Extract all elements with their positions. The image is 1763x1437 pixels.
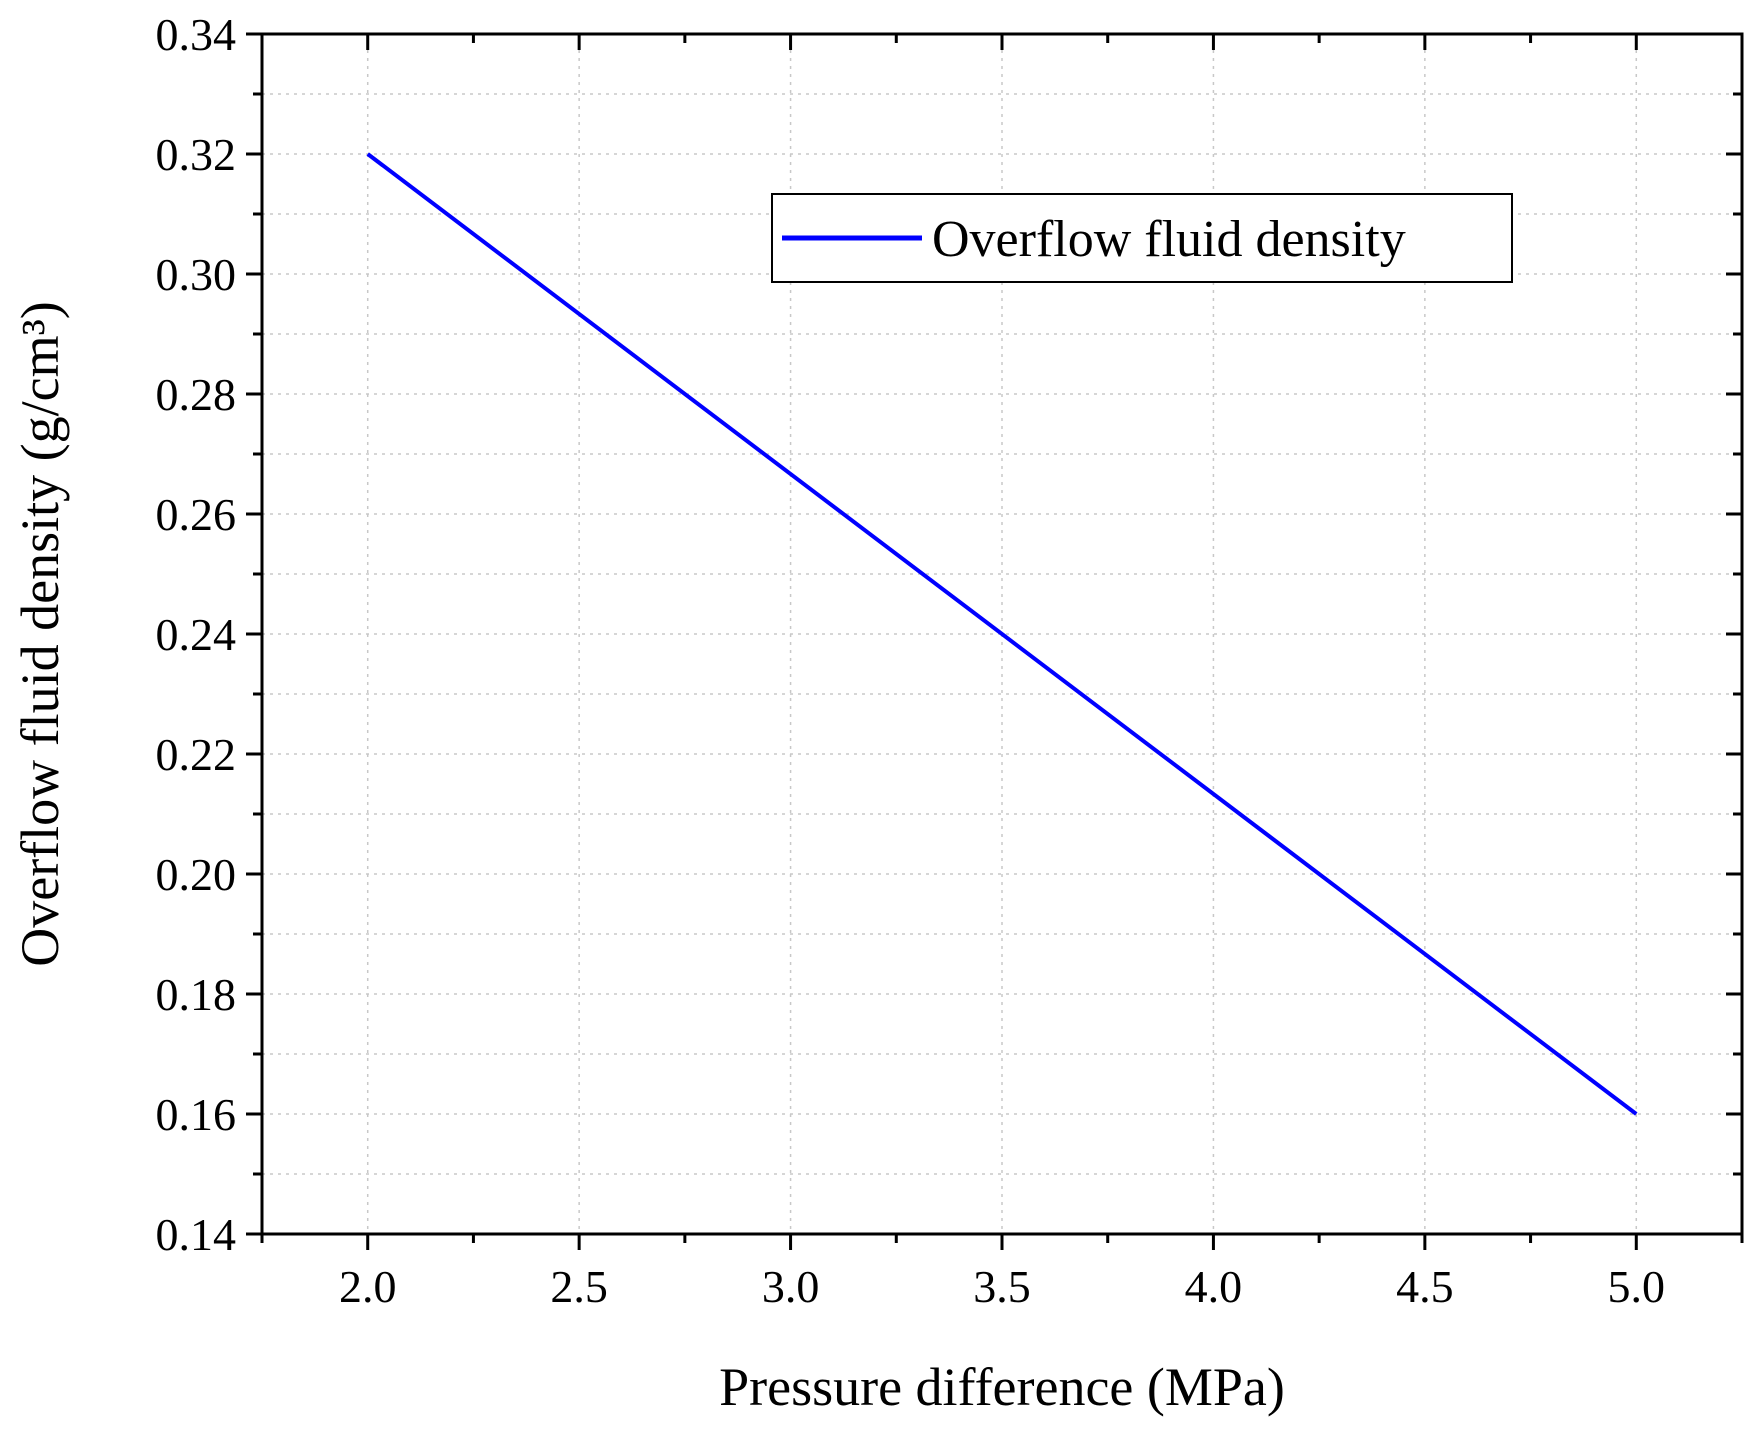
y-tick-label: 0.26 bbox=[156, 489, 237, 540]
y-tick-label: 0.22 bbox=[156, 729, 237, 780]
y-tick-labels: 0.14 0.16 0.18 0.20 0.22 0.24 0.26 0.28 0.30 0.32… bbox=[156, 9, 237, 1260]
series-line bbox=[366, 152, 1638, 1116]
y-tick-label: 0.30 bbox=[156, 249, 237, 300]
x-tick-label: 4.0 bbox=[1185, 1261, 1243, 1312]
x-tick-label: 3.5 bbox=[973, 1261, 1031, 1312]
x-tick-label: 2.0 bbox=[339, 1261, 397, 1312]
series-layer bbox=[366, 152, 1638, 1116]
y-tick-label: 0.32 bbox=[156, 129, 237, 180]
y-tick-label: 0.14 bbox=[156, 1209, 237, 1260]
y-tick-label: 0.18 bbox=[156, 969, 237, 1020]
x-tick-label: 2.5 bbox=[550, 1261, 608, 1312]
legend-label: Overflow fluid density bbox=[932, 211, 1406, 268]
axis-ticks bbox=[246, 32, 1744, 1250]
legend: Overflow fluid density bbox=[771, 193, 1513, 283]
y-axis-title: Overflow fluid density (g/cm³) bbox=[10, 301, 70, 967]
y-tick-label: 0.24 bbox=[156, 609, 237, 660]
x-tick-label: 5.0 bbox=[1608, 1261, 1666, 1312]
x-tick-labels: 2.0 2.5 3.0 3.5 4.0 4.5 5.0 bbox=[339, 1261, 1665, 1312]
y-tick-label: 0.20 bbox=[156, 849, 237, 900]
x-tick-label: 3.0 bbox=[762, 1261, 820, 1312]
y-tick-label: 0.16 bbox=[156, 1089, 237, 1140]
y-tick-label: 0.28 bbox=[156, 369, 237, 420]
y-tick-label: 0.34 bbox=[156, 9, 237, 60]
x-tick-label: 4.5 bbox=[1396, 1261, 1454, 1312]
x-axis-title: Pressure difference (MPa) bbox=[719, 1357, 1285, 1417]
